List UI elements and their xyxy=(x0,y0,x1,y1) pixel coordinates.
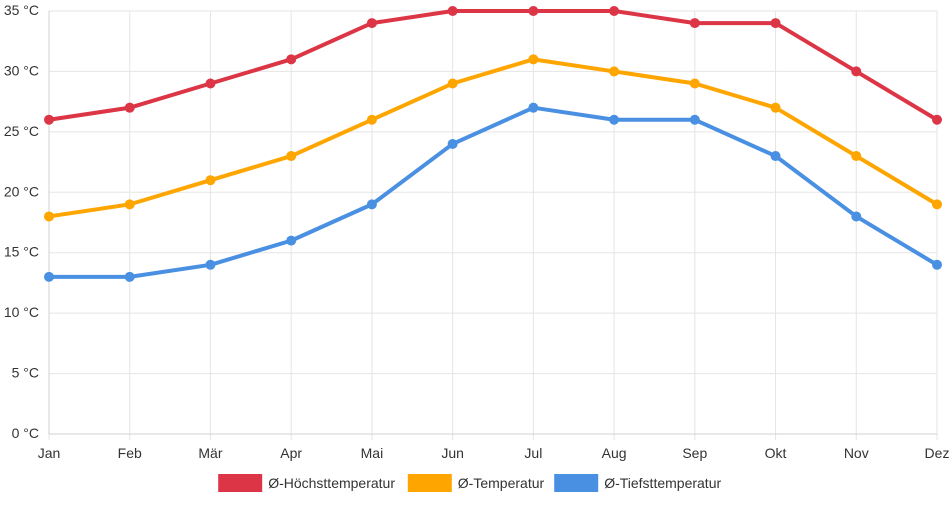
y-tick-label: 20 °C xyxy=(4,183,39,199)
x-tick-label: Apr xyxy=(280,445,302,461)
data-point[interactable] xyxy=(609,114,620,125)
data-point[interactable] xyxy=(689,78,700,89)
data-point[interactable] xyxy=(286,235,297,246)
legend-swatch xyxy=(407,474,452,492)
data-point[interactable] xyxy=(366,199,377,210)
legend-swatch xyxy=(218,474,263,492)
series-3 xyxy=(44,102,942,282)
data-point[interactable] xyxy=(609,6,620,16)
x-tick-label: Feb xyxy=(118,445,142,461)
data-point[interactable] xyxy=(689,18,700,29)
data-point[interactable] xyxy=(124,271,135,282)
legend[interactable]: Ø-Höchsttemperatur Ø-Temperatur Ø-Tiefstte… xyxy=(218,474,721,492)
legend-item[interactable]: Ø-Temperatur xyxy=(407,474,545,492)
x-tick-label: Jun xyxy=(441,445,464,461)
y-tick-label: 30 °C xyxy=(4,62,39,78)
data-point[interactable] xyxy=(851,151,862,162)
x-tick-label: Nov xyxy=(844,445,869,461)
x-tick-label: Mär xyxy=(198,445,222,461)
data-point[interactable] xyxy=(205,78,216,89)
data-point[interactable] xyxy=(366,18,377,29)
legend-item[interactable]: Ø-Höchsttemperatur xyxy=(218,474,395,492)
legend-label: Ø-Tiefsttemperatur xyxy=(604,475,721,491)
data-point[interactable] xyxy=(528,54,539,65)
data-point[interactable] xyxy=(44,211,54,222)
data-point[interactable] xyxy=(770,102,781,113)
data-point[interactable] xyxy=(205,259,216,270)
data-point[interactable] xyxy=(770,151,781,162)
data-point[interactable] xyxy=(447,6,458,16)
y-tick-label: 35 °C xyxy=(4,2,39,18)
series-layer xyxy=(44,6,942,282)
axis-layer: 0 °C 5 °C 10 °C 15 °C 20 °C 25 °C 30 °C 35 °C Ja… xyxy=(4,2,950,461)
x-tick-label: Jan xyxy=(38,445,61,461)
data-point[interactable] xyxy=(447,138,458,149)
data-point[interactable] xyxy=(689,114,700,125)
y-tick-label: 0 °C xyxy=(12,425,39,441)
data-point[interactable] xyxy=(286,54,297,65)
series-line xyxy=(47,57,939,219)
x-tick-label: Jul xyxy=(524,445,542,461)
data-point[interactable] xyxy=(44,271,54,282)
data-point[interactable] xyxy=(205,175,216,186)
y-tick-label: 10 °C xyxy=(4,304,39,320)
legend-swatch xyxy=(554,474,599,492)
series-2 xyxy=(44,54,942,222)
data-point[interactable] xyxy=(932,199,942,210)
data-point[interactable] xyxy=(932,259,942,270)
legend-label: Ø-Temperatur xyxy=(458,475,545,491)
data-point[interactable] xyxy=(528,102,539,113)
x-tick-label: Dez xyxy=(925,445,950,461)
grid-layer xyxy=(48,10,938,440)
data-point[interactable] xyxy=(447,78,458,89)
y-tick-label: 25 °C xyxy=(4,123,39,139)
y-tick-label: 15 °C xyxy=(4,244,39,260)
data-point[interactable] xyxy=(528,6,539,16)
legend-label: Ø-Höchsttemperatur xyxy=(268,475,395,491)
data-point[interactable] xyxy=(770,18,781,29)
series-line xyxy=(47,105,939,279)
x-tick-label: Okt xyxy=(765,445,787,461)
data-point[interactable] xyxy=(286,151,297,162)
x-tick-label: Aug xyxy=(602,445,627,461)
x-tick-label: Sep xyxy=(682,445,707,461)
data-point[interactable] xyxy=(44,114,54,125)
series-1 xyxy=(44,6,942,125)
series-line xyxy=(47,9,939,122)
data-point[interactable] xyxy=(851,211,862,222)
data-point[interactable] xyxy=(366,114,377,125)
legend-item[interactable]: Ø-Tiefsttemperatur xyxy=(554,474,721,492)
data-point[interactable] xyxy=(851,66,862,77)
y-tick-label: 5 °C xyxy=(12,365,39,381)
data-point[interactable] xyxy=(609,66,620,77)
data-point[interactable] xyxy=(124,102,135,113)
x-tick-label: Mai xyxy=(361,445,384,461)
data-point[interactable] xyxy=(124,199,135,210)
data-point[interactable] xyxy=(932,114,942,125)
